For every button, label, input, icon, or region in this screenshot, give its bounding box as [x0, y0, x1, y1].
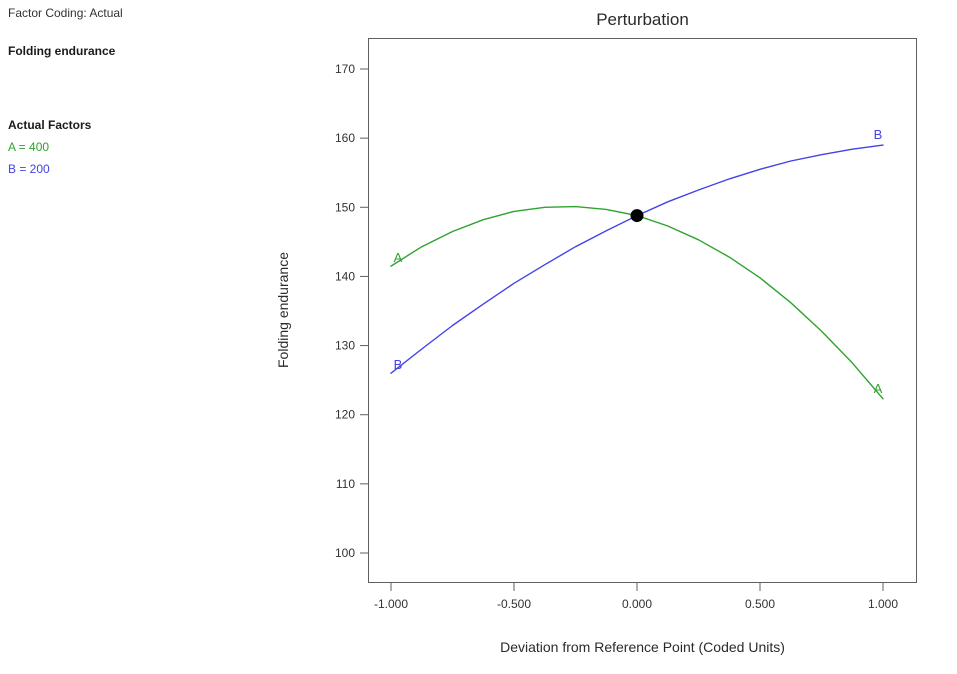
x-tick-label: 0.500 — [745, 597, 775, 611]
series-A-left-label: A — [394, 250, 403, 265]
series-B-right-label: B — [874, 127, 883, 142]
chart-title: Perturbation — [596, 10, 689, 29]
series-A-curve — [390, 205, 884, 400]
y-tick-label: 170 — [335, 62, 355, 76]
y-tick-label: 150 — [335, 200, 355, 214]
series-B-left-label: B — [394, 357, 403, 372]
y-tick-label: 130 — [335, 339, 355, 353]
series-A-right-label: A — [874, 381, 883, 396]
y-tick-label: 160 — [335, 131, 355, 145]
factor-coding-label: Factor Coding: Actual — [8, 6, 123, 20]
y-tick-label: 120 — [335, 408, 355, 422]
y-tick-label: 140 — [335, 269, 355, 283]
reference-point-marker — [630, 209, 644, 223]
y-tick-label: 100 — [335, 546, 355, 560]
factor-a-value: A = 400 — [8, 140, 50, 154]
x-axis-label: Deviation from Reference Point (Coded Un… — [500, 639, 785, 655]
plot-border — [368, 38, 917, 583]
x-tick-label: 0.000 — [622, 597, 652, 611]
x-tick-label: 1.000 — [868, 597, 898, 611]
response-name-label: Folding endurance — [8, 44, 116, 58]
series-B-curve — [390, 144, 884, 374]
actual-factors-heading: Actual Factors — [8, 118, 92, 132]
factor-b-value: B = 200 — [8, 162, 50, 176]
y-tick-label: 110 — [336, 477, 355, 491]
x-tick-label: -0.500 — [497, 597, 531, 611]
x-tick-label: -1.000 — [374, 597, 408, 611]
